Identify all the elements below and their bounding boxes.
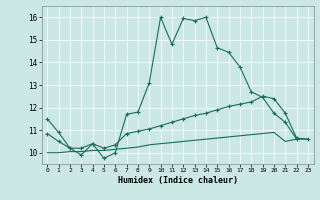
X-axis label: Humidex (Indice chaleur): Humidex (Indice chaleur): [118, 176, 237, 185]
